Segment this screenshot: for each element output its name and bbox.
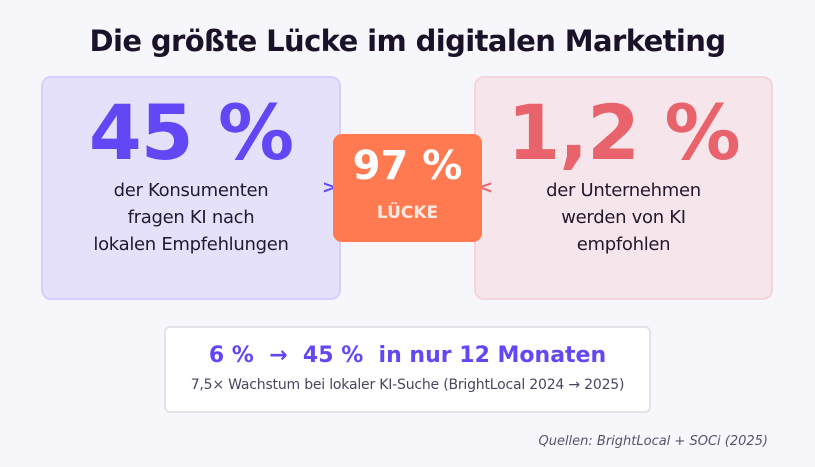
growth-callout: 6 % → 45 % in nur 12 Monaten 7,5× Wachst…: [164, 326, 651, 413]
growth-subtitle: 7,5× Wachstum bei lokaler KI-Suche (Brig…: [190, 377, 625, 393]
business-stat-card: 1,2 % der Unternehmen werden von KI empf…: [474, 76, 773, 300]
business-percentage: 1,2 %: [507, 88, 740, 177]
consumer-percentage: 45 %: [88, 88, 294, 177]
source-citation: Quellen: BrightLocal + SOCi (2025): [538, 434, 768, 449]
consumer-description: der Konsumenten fragen KI nach lokalen E…: [43, 177, 339, 258]
business-description: der Unternehmen werden von KI empfohlen: [476, 177, 771, 258]
page-title: Die größte Lücke im digitalen Marketing: [89, 24, 727, 58]
gap-label: LÜCKE: [376, 203, 439, 223]
consumer-stat-card: 45 % der Konsumenten fragen KI nach loka…: [41, 76, 341, 300]
consumer-description-line: der Konsumenten: [113, 180, 269, 201]
gap-badge: 97 % LÜCKE: [333, 134, 482, 242]
growth-headline: 6 % → 45 % in nur 12 Monaten: [208, 343, 607, 368]
business-description-line: der Unternehmen: [546, 180, 701, 201]
business-description-line: empfohlen: [576, 234, 671, 255]
consumer-description-line: fragen KI nach: [127, 207, 255, 228]
consumer-description-line: lokalen Empfehlungen: [93, 234, 289, 255]
business-description-line: werden von KI: [561, 207, 686, 228]
gap-percentage: 97 %: [352, 143, 463, 189]
